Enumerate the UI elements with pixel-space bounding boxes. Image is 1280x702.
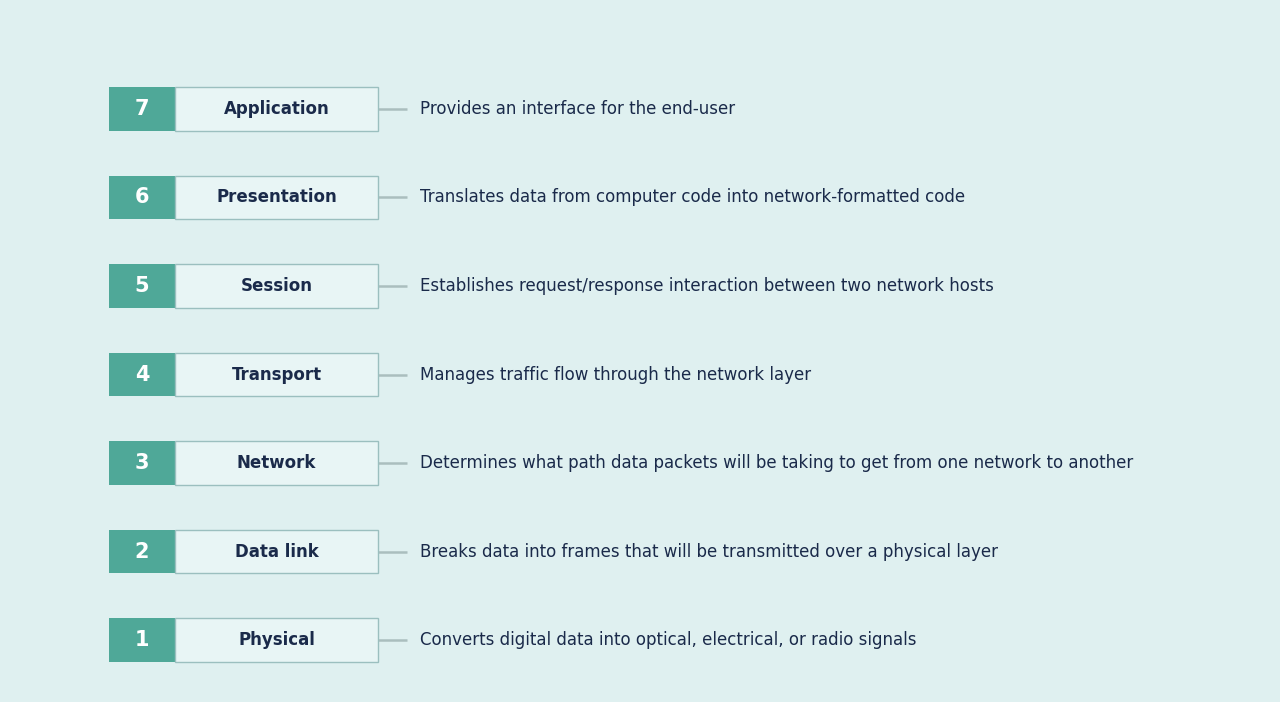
Text: Presentation: Presentation	[216, 188, 337, 206]
Text: 4: 4	[134, 364, 150, 385]
Text: Determines what path data packets will be taking to get from one network to anot: Determines what path data packets will b…	[420, 454, 1133, 472]
FancyBboxPatch shape	[175, 442, 378, 485]
FancyBboxPatch shape	[109, 442, 175, 485]
Text: 3: 3	[134, 453, 150, 473]
Text: Network: Network	[237, 454, 316, 472]
FancyBboxPatch shape	[109, 353, 175, 396]
Text: Transport: Transport	[232, 366, 321, 383]
FancyBboxPatch shape	[109, 176, 175, 219]
FancyBboxPatch shape	[109, 618, 175, 662]
Text: Application: Application	[224, 100, 329, 118]
Text: Breaks data into frames that will be transmitted over a physical layer: Breaks data into frames that will be tra…	[420, 543, 998, 561]
Text: 5: 5	[134, 276, 150, 296]
Text: Physical: Physical	[238, 631, 315, 649]
Text: 7: 7	[134, 99, 150, 119]
FancyBboxPatch shape	[175, 87, 378, 131]
Text: Translates data from computer code into network-formatted code: Translates data from computer code into …	[420, 188, 965, 206]
Text: Provides an interface for the end-user: Provides an interface for the end-user	[420, 100, 735, 118]
Text: Session: Session	[241, 277, 312, 295]
Text: 1: 1	[134, 630, 150, 650]
Text: Data link: Data link	[234, 543, 319, 561]
FancyBboxPatch shape	[175, 618, 378, 662]
Text: 2: 2	[134, 542, 150, 562]
Text: Establishes request/response interaction between two network hosts: Establishes request/response interaction…	[420, 277, 993, 295]
FancyBboxPatch shape	[175, 264, 378, 307]
FancyBboxPatch shape	[109, 530, 175, 574]
FancyBboxPatch shape	[175, 353, 378, 396]
FancyBboxPatch shape	[109, 264, 175, 307]
FancyBboxPatch shape	[109, 87, 175, 131]
Text: Manages traffic flow through the network layer: Manages traffic flow through the network…	[420, 366, 812, 383]
Text: 6: 6	[134, 187, 150, 207]
Text: Converts digital data into optical, electrical, or radio signals: Converts digital data into optical, elec…	[420, 631, 916, 649]
FancyBboxPatch shape	[175, 176, 378, 219]
FancyBboxPatch shape	[175, 530, 378, 574]
